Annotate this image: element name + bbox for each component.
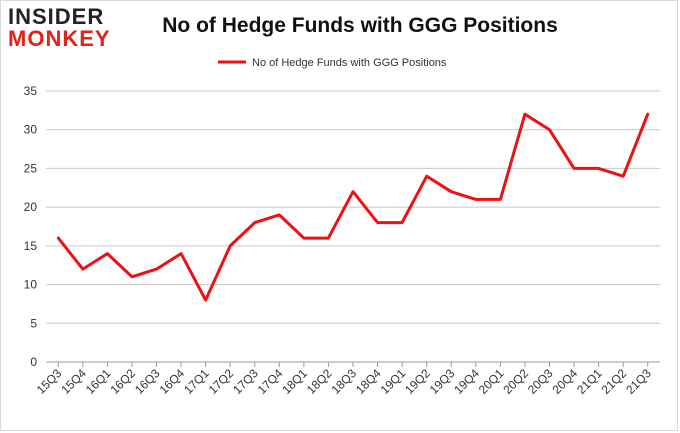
legend: No of Hedge Funds with GGG Positions: [218, 57, 447, 69]
x-tick-label: 17Q2: [206, 366, 237, 397]
insider-monkey-logo: INSIDER MONKEY: [8, 6, 126, 50]
y-tick-label: 25: [24, 161, 38, 175]
x-axis-ticks: 15Q315Q416Q116Q216Q316Q417Q117Q217Q317Q4…: [34, 362, 654, 397]
series-line: [56, 112, 650, 302]
x-tick-label: 21Q3: [623, 366, 654, 397]
x-tick-label: 16Q2: [107, 366, 138, 397]
x-tick-label: 16Q1: [83, 366, 114, 397]
chart-title: No of Hedge Funds with GGG Positions: [162, 14, 558, 37]
x-tick-label: 15Q3: [34, 366, 65, 397]
y-tick-label: 35: [24, 84, 38, 98]
x-tick-label: 20Q1: [476, 366, 507, 397]
y-tick-label: 30: [24, 123, 38, 137]
x-tick-label: 16Q3: [132, 366, 163, 397]
x-tick-label: 21Q2: [599, 366, 630, 397]
logo-line-1: INSIDER: [8, 4, 105, 29]
legend-label: No of Hedge Funds with GGG Positions: [252, 57, 447, 69]
x-tick-label: 19Q2: [402, 366, 433, 397]
x-tick-label: 20Q4: [550, 366, 581, 397]
y-tick-label: 0: [30, 355, 37, 369]
gridlines: [46, 90, 660, 363]
x-tick-label: 15Q4: [58, 366, 89, 397]
y-tick-label: 5: [30, 316, 37, 330]
x-tick-label: 21Q1: [574, 366, 605, 397]
y-axis-ticks: 0 5 10 15 20 25 30 35: [24, 84, 38, 369]
x-tick-label: 19Q3: [427, 366, 458, 397]
x-tick-label: 20Q2: [500, 366, 531, 397]
y-tick-label: 10: [24, 278, 38, 292]
y-tick-label: 15: [24, 239, 38, 253]
x-tick-label: 16Q4: [157, 366, 188, 397]
logo-line-2: MONKEY: [8, 26, 111, 51]
x-tick-label: 18Q2: [304, 366, 335, 397]
x-tick-label: 18Q3: [328, 366, 359, 397]
x-tick-label: 18Q4: [353, 366, 384, 397]
y-tick-label: 20: [24, 200, 38, 214]
x-tick-label: 19Q1: [378, 366, 409, 397]
x-tick-label: 20Q3: [525, 366, 556, 397]
x-tick-label: 17Q1: [181, 366, 212, 397]
x-tick-label: 17Q4: [255, 366, 286, 397]
x-tick-label: 18Q1: [279, 366, 310, 397]
x-tick-label: 19Q4: [451, 366, 482, 397]
x-tick-label: 17Q3: [230, 366, 261, 397]
